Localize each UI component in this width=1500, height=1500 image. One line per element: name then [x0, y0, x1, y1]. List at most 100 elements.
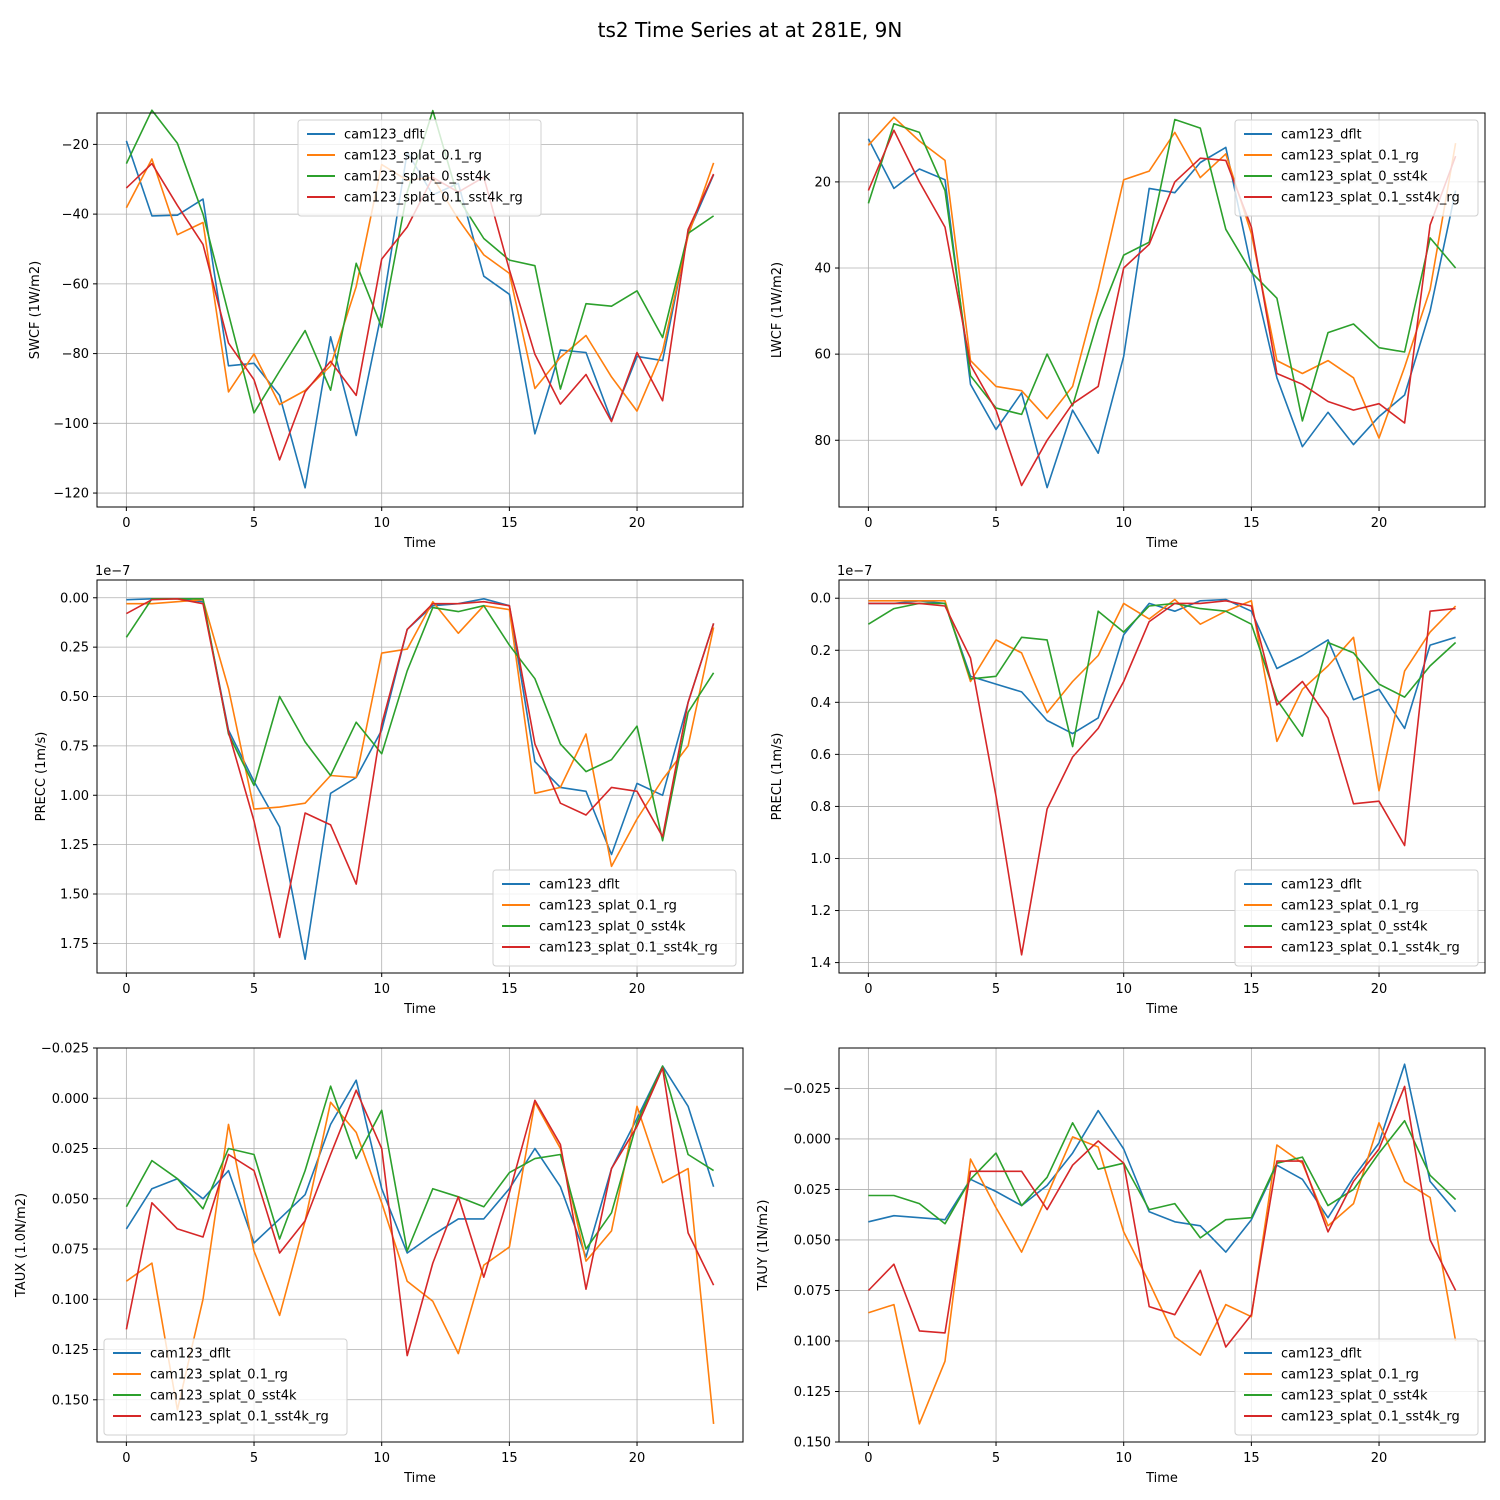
- x-tick-label: 5: [992, 982, 1000, 997]
- x-tick-label: 0: [122, 982, 130, 997]
- y-tick-label: 0.025: [794, 1183, 831, 1198]
- y-axis-label: TAUX (1.0N/m2): [14, 1193, 29, 1298]
- figure-title: ts2 Time Series at at 281E, 9N: [598, 18, 903, 42]
- y-tick-label: 0.4: [810, 696, 831, 711]
- y-tick-label: 1.0: [810, 852, 831, 867]
- y-tick-label: 80: [814, 434, 831, 449]
- legend: cam123_dflt cam123_splat_0.1_rg cam123_spl…: [1234, 119, 1479, 217]
- axes-frame: [96, 579, 744, 974]
- y-tick-label: 0.2: [810, 644, 831, 659]
- y-tick-label: −100: [53, 417, 89, 432]
- x-axis-label: Time: [1145, 1471, 1178, 1486]
- y-tick-label: 0.50: [60, 690, 89, 705]
- y-tick-label: 0.6: [810, 748, 831, 763]
- legend-label: cam123_splat_0.1_sst4k_rg: [539, 941, 718, 956]
- y-tick-label: 0.000: [794, 1132, 831, 1147]
- series-line-cam123_splat_0_sst4k: [125, 1065, 715, 1252]
- x-tick-label: 15: [1243, 982, 1260, 997]
- x-tick-label: 10: [373, 1451, 390, 1466]
- x-tick-label: 10: [373, 982, 390, 997]
- y-tick-label: 0.100: [52, 1293, 89, 1308]
- series-line-cam123_splat_0.1_rg: [867, 116, 1457, 439]
- y-tick-label: −0.025: [41, 1042, 89, 1057]
- series-line-cam123_splat_0_sst4k: [867, 602, 1457, 748]
- y-tick-label: 0.125: [794, 1385, 831, 1400]
- axis-offset-label: 1e−7: [95, 564, 130, 579]
- legend-label: cam123_dflt: [539, 878, 620, 893]
- y-tick-label: 1.75: [60, 937, 89, 952]
- x-tick-label: 0: [864, 982, 872, 997]
- x-tick-label: 15: [1243, 516, 1260, 531]
- y-tick-label: 20: [814, 175, 831, 190]
- series-line-cam123_splat_0.1_rg: [126, 598, 715, 868]
- legend-label: cam123_dflt: [344, 128, 425, 143]
- x-tick-label: 10: [1115, 516, 1132, 531]
- series-line-cam123_splat_0.1_rg: [125, 1101, 715, 1424]
- legend-label: cam123_splat_0_sst4k: [539, 920, 686, 935]
- chart-panel-5: 0 5 10 15 20 −0.025 0.000 0.025 0.050 0.075 0.100 0…: [14, 1042, 744, 1486]
- x-tick-label: 20: [629, 516, 646, 531]
- legend: cam123_dflt cam123_splat_0.1_rg cam123_spl…: [492, 869, 737, 967]
- x-tick-label: 5: [250, 1451, 258, 1466]
- y-tick-label: 0.075: [794, 1284, 831, 1299]
- axis-offset-label: 1e−7: [837, 564, 872, 579]
- y-axis-label: PRECL (1m/s): [770, 733, 785, 821]
- y-tick-label: 1.4: [810, 956, 831, 971]
- y-tick-label: −60: [62, 277, 89, 292]
- x-tick-label: 0: [864, 516, 872, 531]
- y-tick-label: 0.025: [52, 1142, 89, 1157]
- legend-label: cam123_splat_0.1_rg: [1281, 149, 1419, 164]
- x-tick-label: 15: [1243, 1451, 1260, 1466]
- series-line-cam123_splat_0_sst4k: [868, 1119, 1457, 1239]
- legend-label: cam123_splat_0_sst4k: [1281, 920, 1428, 935]
- y-tick-label: −0.025: [783, 1082, 831, 1097]
- legend-label: cam123_splat_0_sst4k: [150, 1389, 297, 1404]
- legend-box: [1234, 1338, 1479, 1436]
- series-line-cam123_splat_0.1_sst4k_rg: [125, 1067, 715, 1357]
- legend-box: [1234, 869, 1479, 967]
- y-axis-label: PRECC (1m/s): [34, 732, 49, 822]
- series-line-cam123_splat_0.1_sst4k_rg: [867, 1085, 1457, 1348]
- x-tick-label: 5: [992, 516, 1000, 531]
- legend-label: cam123_dflt: [150, 1347, 231, 1362]
- series-line-cam123_splat_0.1_sst4k_rg: [867, 129, 1457, 487]
- x-axis-label: Time: [1145, 536, 1178, 551]
- x-tick-label: 5: [992, 1451, 1000, 1466]
- y-tick-label: 0.150: [52, 1393, 89, 1408]
- panels: 0 5 10 15 20 −120 −100 −80 −60 −40 −20 Time SWCF (1W…: [14, 109, 1486, 1486]
- y-tick-label: 40: [814, 262, 831, 277]
- legend: cam123_dflt cam123_splat_0.1_rg cam123_spl…: [1234, 869, 1479, 967]
- x-tick-label: 15: [501, 1451, 518, 1466]
- x-tick-label: 0: [864, 1451, 872, 1466]
- x-tick-label: 20: [1371, 982, 1388, 997]
- legend-label: cam123_splat_0.1_rg: [539, 899, 677, 914]
- y-tick-label: −80: [62, 347, 89, 362]
- y-tick-label: 0.8: [810, 800, 831, 815]
- y-tick-label: 0.000: [52, 1092, 89, 1107]
- series-line-cam123_splat_0.1_sst4k_rg: [868, 599, 1456, 956]
- chart-panel-4: 0 5 10 15 20 0.0 0.2 0.4 0.6 0.8 1.0 1.2 1.4 Time PREC…: [770, 564, 1486, 1017]
- legend-label: cam123_splat_0.1_sst4k_rg: [344, 191, 523, 206]
- chart-panel-3: 0 5 10 15 20 0.00 0.25 0.50 0.75 1.00 1.25 1.50 1.75…: [34, 564, 744, 1017]
- axes-frame: [96, 1047, 744, 1443]
- legend-label: cam123_splat_0.1_rg: [344, 149, 482, 164]
- legend-label: cam123_splat_0_sst4k: [1281, 1389, 1428, 1404]
- legend-label: cam123_splat_0.1_sst4k_rg: [150, 1410, 329, 1425]
- x-tick-label: 10: [1115, 1451, 1132, 1466]
- y-tick-label: 0.050: [52, 1192, 89, 1207]
- legend-label: cam123_splat_0.1_rg: [1281, 1368, 1419, 1383]
- x-tick-label: 15: [501, 982, 518, 997]
- y-axis-label: TAUY (1N/m2): [756, 1200, 771, 1292]
- y-tick-label: 0.25: [60, 641, 89, 656]
- x-tick-label: 10: [1115, 982, 1132, 997]
- legend-label: cam123_splat_0.1_sst4k_rg: [1281, 941, 1460, 956]
- y-tick-label: 0.050: [794, 1233, 831, 1248]
- legend-box: [103, 1338, 348, 1436]
- x-tick-label: 20: [1371, 1451, 1388, 1466]
- chart-panel-6: 0 5 10 15 20 −0.025 0.000 0.025 0.050 0.075 0.100 0…: [756, 1047, 1486, 1486]
- x-axis-label: Time: [403, 1471, 436, 1486]
- x-tick-label: 5: [250, 982, 258, 997]
- legend: cam123_dflt cam123_splat_0.1_rg cam123_spl…: [297, 119, 542, 217]
- series-line-cam123_splat_0.1_sst4k_rg: [126, 597, 715, 939]
